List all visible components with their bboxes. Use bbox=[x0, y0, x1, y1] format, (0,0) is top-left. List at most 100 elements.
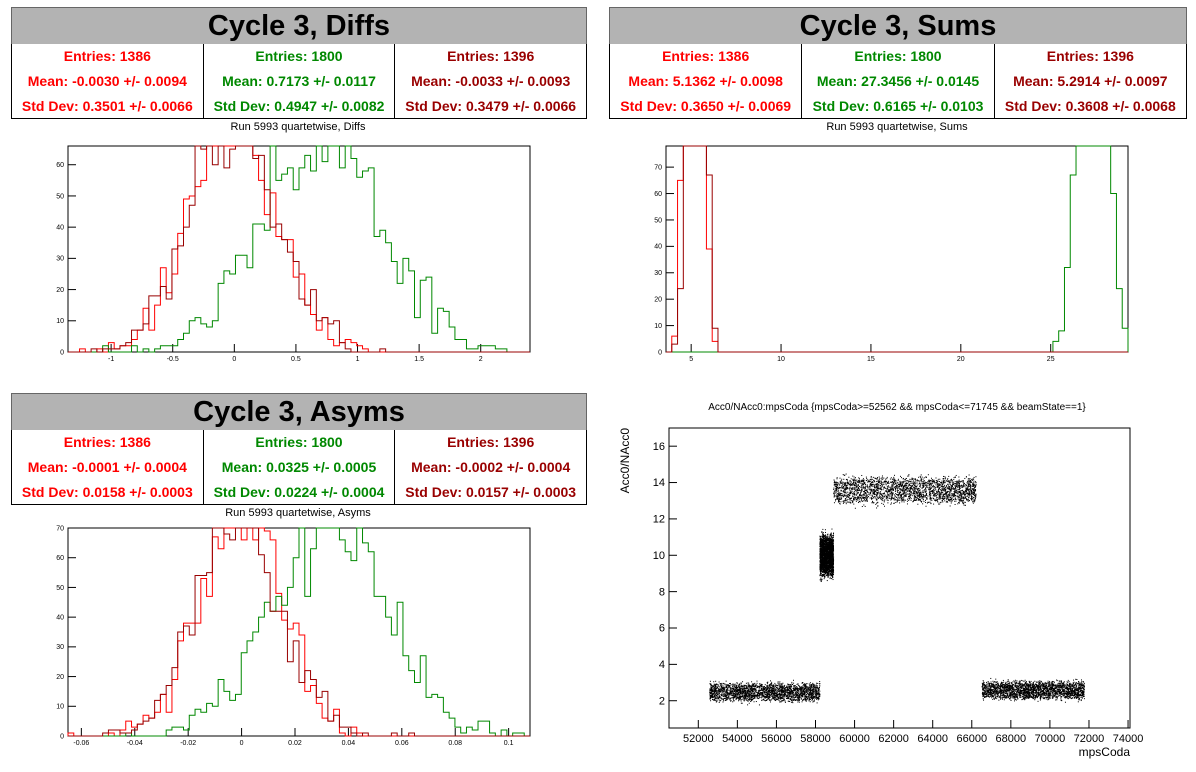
x-tick-label: 2 bbox=[479, 356, 483, 363]
plot-frame bbox=[668, 427, 1131, 729]
x-axis-label: mpsCoda bbox=[1079, 745, 1131, 759]
x-tick-label: 0.1 bbox=[504, 740, 514, 747]
x-tick-label: 74000 bbox=[1113, 733, 1144, 745]
x-tick-label: 5 bbox=[689, 356, 693, 363]
asyms-stats-box: Entries: 1386 Mean: -0.0001 +/- 0.0004 S… bbox=[11, 430, 587, 505]
y-tick-label: 40 bbox=[654, 244, 662, 251]
x-tick-label: -0.04 bbox=[127, 740, 143, 747]
x-tick-label: -0.06 bbox=[73, 740, 89, 747]
asyms-banner: Cycle 3, Asyms bbox=[11, 393, 587, 431]
scatter-plot: 52000 54000 56000 58000 60000 62000 64000 66000… bbox=[618, 427, 1144, 759]
x-tick-label: 70000 bbox=[1035, 733, 1066, 745]
sums-histogram: 5 10 15 20 25 0 10 20 30 40 50 60 70 bbox=[654, 145, 1129, 363]
y-tick-label: 12 bbox=[653, 514, 665, 526]
y-tick-label: 0 bbox=[60, 349, 64, 356]
stat-std: Std Dev: 0.3501 +/- 0.0066 bbox=[21, 97, 193, 114]
y-tick-label: 0 bbox=[658, 349, 662, 356]
y-tick-label: 40 bbox=[56, 614, 64, 621]
x-tick-label: 54000 bbox=[722, 733, 753, 745]
x-tick-label: 10 bbox=[777, 356, 785, 363]
stat-entries: Entries: 1396 bbox=[447, 48, 535, 65]
x-tick-label: -0.5 bbox=[167, 356, 179, 363]
asyms-stat-col-1: Entries: 1386 Mean: -0.0001 +/- 0.0004 S… bbox=[12, 430, 204, 504]
y-tick-label: 30 bbox=[654, 270, 662, 277]
stat-entries: Entries: 1800 bbox=[255, 434, 343, 451]
histogram-series-3 bbox=[666, 145, 1128, 353]
diffs-stat-col-1: Entries: 1386 Mean: -0.0030 +/- 0.0094 S… bbox=[12, 44, 204, 118]
x-tick-label: 25 bbox=[1047, 356, 1055, 363]
stat-std: Std Dev: 0.3608 +/- 0.0068 bbox=[1004, 97, 1176, 114]
diffs-banner: Cycle 3, Diffs bbox=[11, 7, 587, 45]
x-tick-label: 0 bbox=[240, 740, 244, 747]
sums-stat-col-1: Entries: 1386 Mean: 5.1362 +/- 0.0098 St… bbox=[610, 44, 803, 118]
x-tick-label: 15 bbox=[867, 356, 875, 363]
sums-stats-box: Entries: 1386 Mean: 5.1362 +/- 0.0098 St… bbox=[609, 44, 1187, 119]
histogram-series-1 bbox=[666, 145, 1128, 353]
x-tick-label: 0.08 bbox=[448, 740, 462, 747]
y-axis-label: Acc0/NAcc0 bbox=[618, 428, 632, 494]
stat-mean: Mean: 5.2914 +/- 0.0097 bbox=[1013, 72, 1168, 89]
asyms-stat-col-2: Entries: 1800 Mean: 0.0325 +/- 0.0005 St… bbox=[204, 430, 396, 504]
stat-std: Std Dev: 0.6165 +/- 0.0103 bbox=[812, 97, 984, 114]
x-tick-label: 58000 bbox=[800, 733, 831, 745]
x-tick-label: -1 bbox=[108, 356, 114, 363]
stat-entries: Entries: 1396 bbox=[447, 434, 535, 451]
x-tick-label: 60000 bbox=[839, 733, 870, 745]
histogram-series-3 bbox=[68, 527, 530, 737]
y-tick-label: 10 bbox=[56, 704, 64, 711]
sums-stat-col-3: Entries: 1396 Mean: 5.2914 +/- 0.0097 St… bbox=[995, 44, 1186, 118]
y-tick-label: 50 bbox=[56, 193, 64, 200]
x-tick-label: 62000 bbox=[878, 733, 909, 745]
y-tick-label: 20 bbox=[56, 287, 64, 294]
y-tick-label: 40 bbox=[56, 224, 64, 231]
diffs-stats-box: Entries: 1386 Mean: -0.0030 +/- 0.0094 S… bbox=[11, 44, 587, 119]
x-tick-label: 72000 bbox=[1074, 733, 1105, 745]
stat-entries: Entries: 1386 bbox=[63, 48, 151, 65]
y-tick-label: 20 bbox=[654, 297, 662, 304]
stat-mean: Mean: 0.7173 +/- 0.0117 bbox=[222, 72, 376, 89]
y-tick-label: 30 bbox=[56, 256, 64, 263]
y-tick-label: 16 bbox=[653, 441, 665, 453]
x-tick-label: 64000 bbox=[917, 733, 948, 745]
y-tick-label: 60 bbox=[654, 191, 662, 198]
stat-std: Std Dev: 0.3650 +/- 0.0069 bbox=[620, 97, 792, 114]
stat-std: Std Dev: 0.3479 +/- 0.0066 bbox=[405, 97, 577, 114]
y-tick-label: 0 bbox=[60, 733, 64, 740]
y-tick-label: 10 bbox=[653, 550, 665, 562]
y-tick-label: 50 bbox=[56, 585, 64, 592]
x-tick-label: 20 bbox=[957, 356, 965, 363]
y-tick-label: 2 bbox=[659, 695, 665, 707]
x-tick-label: 0 bbox=[232, 356, 236, 363]
x-tick-label: -0.02 bbox=[180, 740, 196, 747]
stat-mean: Mean: -0.0001 +/- 0.0004 bbox=[27, 458, 187, 475]
sums-banner: Cycle 3, Sums bbox=[609, 7, 1187, 45]
y-tick-label: 6 bbox=[659, 623, 665, 635]
histogram-series-2 bbox=[68, 527, 530, 737]
scatter-title: Acc0/NAcc0:mpsCoda {mpsCoda>=52562 && mp… bbox=[708, 402, 1086, 413]
stat-entries: Entries: 1386 bbox=[662, 48, 750, 65]
y-tick-label: 14 bbox=[653, 477, 665, 489]
stat-std: Std Dev: 0.0157 +/- 0.0003 bbox=[405, 483, 577, 500]
stat-entries: Entries: 1800 bbox=[255, 48, 343, 65]
stat-entries: Entries: 1396 bbox=[1046, 48, 1134, 65]
stat-mean: Mean: -0.0033 +/- 0.0093 bbox=[411, 72, 571, 89]
plot-frame bbox=[67, 145, 531, 353]
scatter-points bbox=[709, 473, 1085, 706]
x-tick-label: 1.5 bbox=[414, 356, 424, 363]
diffs-stat-col-3: Entries: 1396 Mean: -0.0033 +/- 0.0093 S… bbox=[395, 44, 586, 118]
stat-std: Std Dev: 0.4947 +/- 0.0082 bbox=[213, 97, 385, 114]
stat-mean: Mean: 5.1362 +/- 0.0098 bbox=[628, 72, 783, 89]
asyms-stat-col-3: Entries: 1396 Mean: -0.0002 +/- 0.0004 S… bbox=[395, 430, 586, 504]
asyms-subtitle: Run 5993 quartetwise, Asyms bbox=[225, 507, 371, 519]
x-tick-label: 0.04 bbox=[342, 740, 356, 747]
x-tick-label: 66000 bbox=[956, 733, 987, 745]
sums-stat-col-2: Entries: 1800 Mean: 27.3456 +/- 0.0145 S… bbox=[802, 44, 995, 118]
y-tick-label: 10 bbox=[654, 323, 662, 330]
stat-mean: Mean: 0.0325 +/- 0.0005 bbox=[221, 458, 377, 475]
asyms-histogram: -0.06 -0.04 -0.02 0 0.02 0.04 0.06 0.08 0.1 0 10 20… bbox=[56, 525, 531, 747]
stat-entries: Entries: 1800 bbox=[854, 48, 942, 65]
stat-mean: Mean: 27.3456 +/- 0.0145 bbox=[816, 72, 980, 89]
stat-std: Std Dev: 0.0224 +/- 0.0004 bbox=[213, 483, 385, 500]
x-tick-label: 0.06 bbox=[395, 740, 409, 747]
